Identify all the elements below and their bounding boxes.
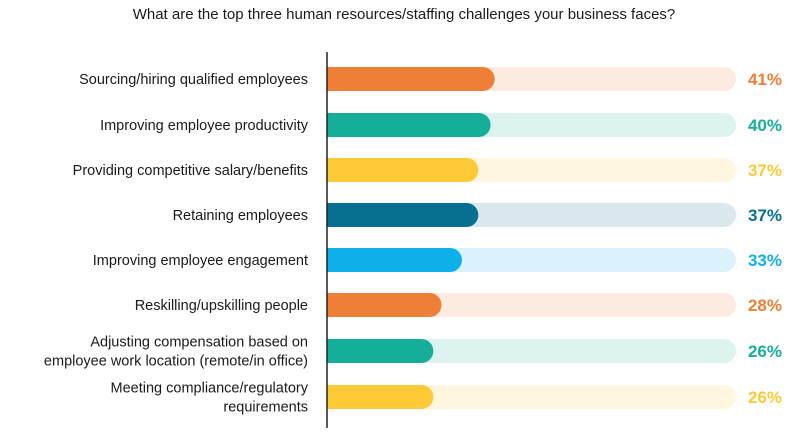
value-label: 40% <box>748 116 782 135</box>
category-label: Sourcing/hiring qualified employees <box>79 72 308 88</box>
category-label: Adjusting compensation based on <box>90 335 308 351</box>
category-label: Reskilling/upskilling people <box>135 298 308 314</box>
value-label: 26% <box>748 388 782 407</box>
bar <box>327 67 495 91</box>
bar <box>327 293 442 317</box>
bar-group: Sourcing/hiring qualified employees 41% <box>79 67 782 91</box>
value-label: 41% <box>748 70 782 89</box>
bar <box>327 203 479 227</box>
bar-group: Meeting compliance/regulatory requirement… <box>111 381 782 416</box>
value-label: 37% <box>748 161 782 180</box>
category-label: Improving employee engagement <box>93 253 308 269</box>
bar-group: Adjusting compensation based on employee … <box>44 335 782 370</box>
bar <box>327 385 434 409</box>
bar-group: Retaining employees 37% <box>173 203 782 227</box>
value-label: 26% <box>748 342 782 361</box>
bar <box>327 158 479 182</box>
bar-group: Reskilling/upskilling people 28% <box>135 293 782 317</box>
category-label: requirements <box>223 400 308 416</box>
value-label: 33% <box>748 251 782 270</box>
category-label: Improving employee productivity <box>100 118 309 134</box>
value-label: 37% <box>748 206 782 225</box>
chart-title: What are the top three human resources/s… <box>132 6 676 23</box>
category-label: employee work location (remote/in office… <box>44 354 308 370</box>
bar <box>327 339 434 363</box>
bar <box>327 113 491 137</box>
bar-group: Improving employee productivity 40% <box>100 113 782 137</box>
category-label: Providing competitive salary/benefits <box>73 163 308 179</box>
value-label: 28% <box>748 296 782 315</box>
bar-group: Providing competitive salary/benefits 37% <box>73 158 782 182</box>
bar <box>327 248 462 272</box>
bar-group: Improving employee engagement 33% <box>93 248 782 272</box>
category-label: Retaining employees <box>173 208 308 224</box>
category-label: Meeting compliance/regulatory <box>111 381 309 397</box>
